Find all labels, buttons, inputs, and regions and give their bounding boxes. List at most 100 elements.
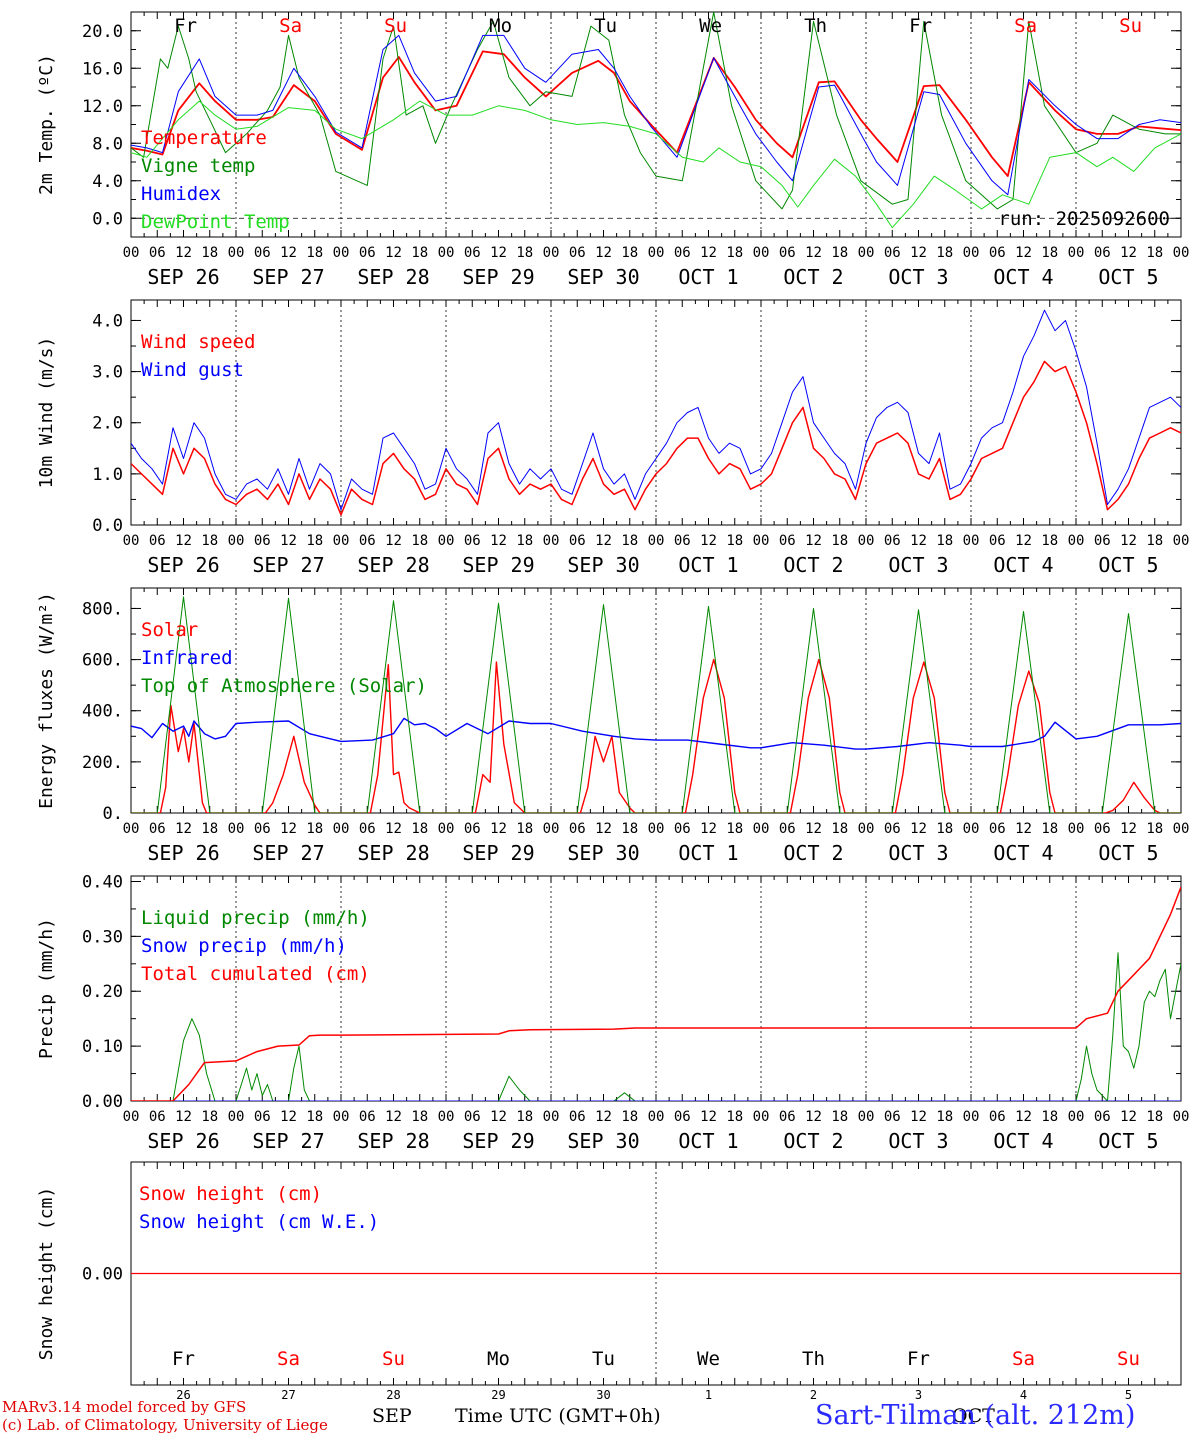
hour-label: 00 <box>753 245 770 261</box>
hour-label: 18 <box>621 533 638 549</box>
y-tick-label: 0.30 <box>82 927 123 947</box>
hour-label: 18 <box>831 821 848 837</box>
hour-label: 12 <box>700 533 717 549</box>
hour-label: 18 <box>726 533 743 549</box>
station-label: Sart-Tilman (alt. 212m) <box>815 1400 1136 1431</box>
legend-entry: Snow height (cm W.E.) <box>139 1211 379 1233</box>
hour-label: 00 <box>333 245 350 261</box>
hour-label: 18 <box>411 245 428 261</box>
hour-label: 00 <box>1068 245 1085 261</box>
date-label: OCT 5 <box>1098 553 1158 577</box>
hour-label: 12 <box>805 533 822 549</box>
day-number: 4 <box>1020 1388 1027 1402</box>
hour-label: 12 <box>595 1109 612 1125</box>
y-tick-label: 8.0 <box>92 134 123 154</box>
date-label: OCT 2 <box>783 553 843 577</box>
hour-label: 06 <box>884 821 901 837</box>
hour-label: 06 <box>989 1109 1006 1125</box>
hour-label: 18 <box>621 245 638 261</box>
hour-label: 06 <box>1094 533 1111 549</box>
hour-label: 12 <box>700 821 717 837</box>
series-line-solar <box>131 658 1181 813</box>
hour-label: 00 <box>648 245 665 261</box>
date-label: OCT 4 <box>993 841 1053 865</box>
legend-entry: Snow height (cm) <box>139 1183 322 1205</box>
hour-label: 06 <box>254 821 271 837</box>
hour-label: 00 <box>753 1109 770 1125</box>
date-label: SEP 28 <box>357 841 429 865</box>
hour-label: 00 <box>123 1109 140 1125</box>
y-tick-label: 0.20 <box>82 982 123 1002</box>
hour-label: 12 <box>910 821 927 837</box>
hour-label: 06 <box>884 245 901 261</box>
date-label: OCT 1 <box>678 553 738 577</box>
hour-label: 06 <box>464 821 481 837</box>
date-label: SEP 27 <box>252 1129 324 1153</box>
date-label: OCT 3 <box>888 841 948 865</box>
day-label: Tu <box>594 15 617 37</box>
hour-label: 12 <box>1120 821 1137 837</box>
date-label: SEP 29 <box>462 265 534 289</box>
hour-label: 12 <box>280 821 297 837</box>
hour-label: 12 <box>595 821 612 837</box>
date-label: OCT 1 <box>678 841 738 865</box>
hour-label: 18 <box>411 533 428 549</box>
series-line-vigne-temp <box>131 12 1181 210</box>
hour-label: 00 <box>1173 1109 1190 1125</box>
hour-label: 12 <box>1015 245 1032 261</box>
hour-label: 18 <box>516 533 533 549</box>
hour-label: 18 <box>831 245 848 261</box>
hour-label: 00 <box>1068 533 1085 549</box>
hour-label: 06 <box>779 245 796 261</box>
day-label: Su <box>384 15 407 37</box>
hour-label: 18 <box>1041 533 1058 549</box>
date-label: SEP 28 <box>357 1129 429 1153</box>
hour-label: 18 <box>1146 821 1163 837</box>
hour-label: 00 <box>1173 245 1190 261</box>
hour-label: 18 <box>306 821 323 837</box>
hour-label: 12 <box>1015 821 1032 837</box>
series-line-wind-speed <box>131 360 1181 516</box>
day-label: Th <box>804 15 827 37</box>
hour-label: 00 <box>228 1109 245 1125</box>
hour-label: 12 <box>385 245 402 261</box>
hour-label: 06 <box>674 245 691 261</box>
hour-label: 06 <box>989 533 1006 549</box>
hour-label: 06 <box>674 1109 691 1125</box>
date-label: SEP 28 <box>357 553 429 577</box>
hour-label: 00 <box>543 533 560 549</box>
series-line-liquid-precip-mm-h- <box>131 952 1181 1101</box>
hour-label: 00 <box>753 533 770 549</box>
hour-label: 00 <box>963 245 980 261</box>
hour-label: 18 <box>1146 245 1163 261</box>
hour-label: 18 <box>306 533 323 549</box>
hour-label: 12 <box>805 821 822 837</box>
day-label: Sa <box>277 1348 300 1370</box>
hour-label: 12 <box>175 821 192 837</box>
hour-label: 00 <box>228 533 245 549</box>
day-label: Tu <box>592 1348 615 1370</box>
hour-label: 18 <box>306 1109 323 1125</box>
y-tick-label: 1.0 <box>92 465 123 485</box>
hour-label: 06 <box>254 245 271 261</box>
series-line-temperature <box>131 50 1181 177</box>
y-tick-label: 400. <box>82 702 123 722</box>
day-number: 3 <box>915 1388 922 1402</box>
panel-3: 0. 200. 400. 600. 800. Energy fluxes (W/m²) So… <box>36 587 1189 865</box>
hour-label: 12 <box>805 245 822 261</box>
hour-label: 18 <box>516 1109 533 1125</box>
y-tick-label: 0.10 <box>82 1037 123 1057</box>
hour-label: 18 <box>516 245 533 261</box>
model-text: MARv3.14 model forced by GFS <box>2 1398 247 1416</box>
hour-label: 18 <box>1041 245 1058 261</box>
hour-label: 00 <box>858 245 875 261</box>
day-number: 30 <box>596 1388 610 1402</box>
y-tick-label: 0.0 <box>92 209 123 229</box>
hour-label: 18 <box>726 821 743 837</box>
hour-label: 00 <box>858 1109 875 1125</box>
hour-label: 00 <box>123 821 140 837</box>
hour-label: 12 <box>595 533 612 549</box>
hour-label: 18 <box>831 1109 848 1125</box>
day-label: Fr <box>907 1348 930 1370</box>
day-label: We <box>697 1348 720 1370</box>
